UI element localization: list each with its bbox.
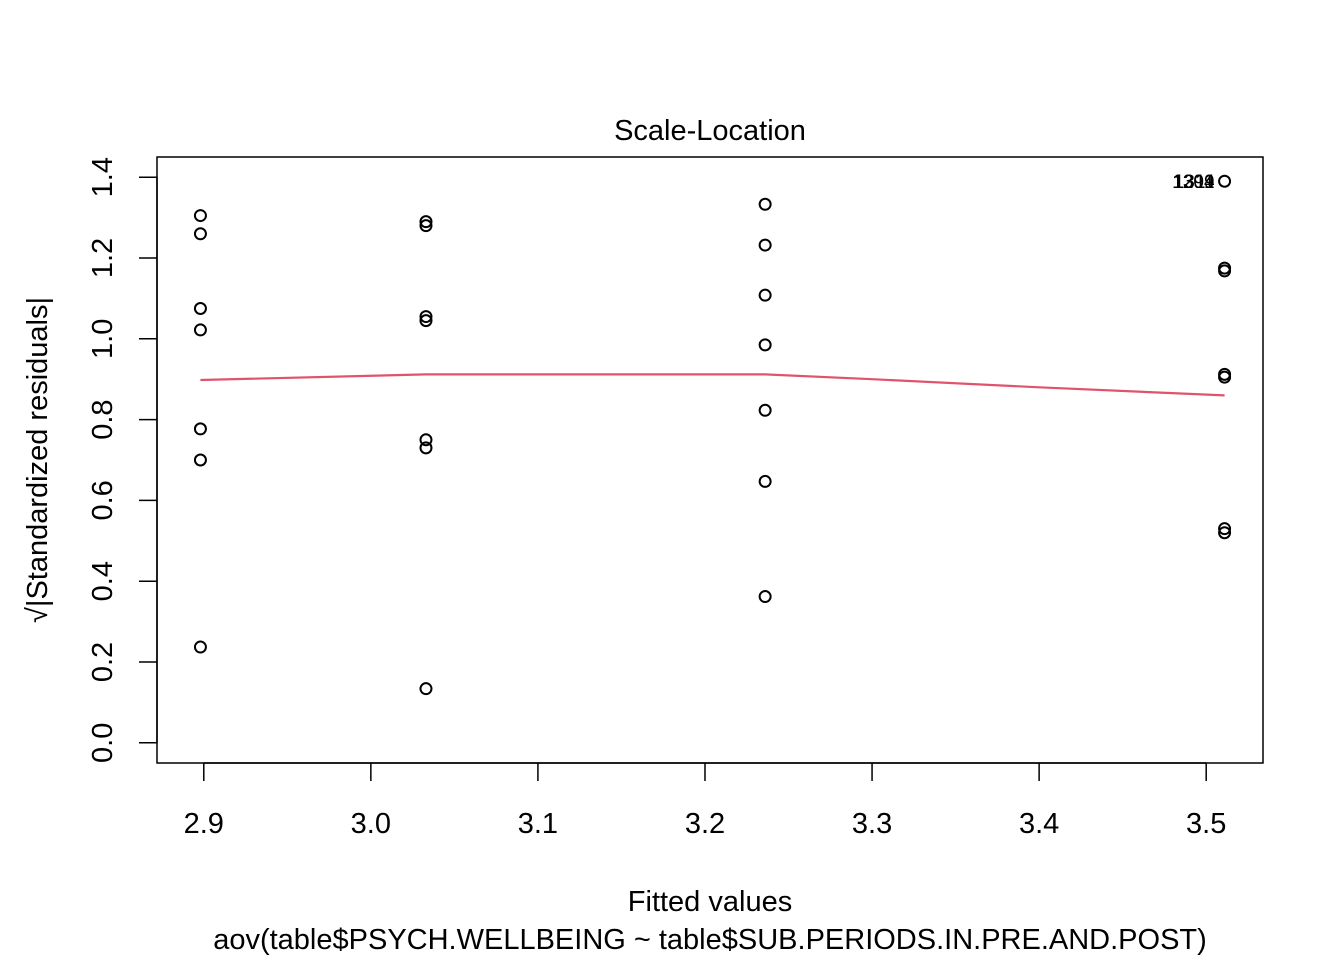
- point-label: 1294: [1172, 172, 1215, 193]
- y-axis-label-text: Standardized residuals: [22, 305, 54, 600]
- y-tick-label: 0.2: [87, 642, 119, 682]
- data-point: [419, 441, 433, 455]
- data-point: [419, 219, 433, 233]
- data-point: [419, 682, 433, 696]
- data-point: [419, 433, 433, 447]
- y-tick-label: 0.8: [87, 399, 119, 439]
- x-tick-label: 3.2: [685, 808, 725, 840]
- data-point: [758, 338, 772, 352]
- data-point: [758, 590, 772, 604]
- y-tick-label: 1.2: [87, 238, 119, 278]
- x-axis-sublabel: aov(table$PSYCH.WELLBEING ~ table$SUB.PE…: [213, 924, 1207, 956]
- data-point: [758, 403, 772, 417]
- x-axis: 2.9 3.0 3.1 3.2 3.3 3.4 3.5: [184, 762, 1226, 840]
- data-point: [193, 453, 207, 467]
- y-tick-label: 0.0: [87, 723, 119, 763]
- data-point: [419, 314, 433, 328]
- x-tick-label: 3.1: [518, 808, 558, 840]
- y-tick-label: 0.4: [87, 561, 119, 601]
- data-point: [1218, 522, 1232, 536]
- points-layer: [193, 174, 1232, 696]
- smooth-layer: [200, 373, 1225, 397]
- data-point: [758, 474, 772, 488]
- data-point: [1218, 370, 1232, 384]
- data-point: [758, 238, 772, 252]
- y-axis: 0.0 0.2 0.4 0.6 0.8 1.0 1.2 1.4: [87, 157, 158, 763]
- data-point: [193, 640, 207, 654]
- chart-title: Scale-Location: [614, 115, 806, 147]
- data-point: [193, 323, 207, 337]
- data-point: [758, 288, 772, 302]
- y-tick-label: 1.4: [87, 157, 119, 197]
- data-point: [193, 227, 207, 241]
- point-label: 1311: [1174, 172, 1215, 193]
- y-tick-label: 1.0: [87, 319, 119, 359]
- x-tick-label: 3.4: [1019, 808, 1059, 840]
- data-point: [193, 302, 207, 315]
- data-point: [193, 422, 207, 436]
- x-tick-label: 3.5: [1186, 808, 1226, 840]
- smooth-line: [200, 373, 1225, 397]
- sqrt-symbol: √: [22, 607, 54, 623]
- abs-bar-left: |: [22, 600, 54, 608]
- data-point: [1218, 174, 1232, 188]
- x-axis-label: Fitted values: [628, 886, 792, 918]
- x-tick-label: 2.9: [184, 808, 224, 840]
- plot-frame: [156, 156, 1264, 764]
- abs-bar-right: |: [22, 297, 54, 305]
- y-tick-label: 0.6: [87, 480, 119, 520]
- x-tick-label: 3.0: [351, 808, 391, 840]
- data-point: [758, 197, 772, 211]
- data-point: [1218, 264, 1232, 278]
- data-point: [1218, 526, 1232, 540]
- x-tick-label: 3.3: [852, 808, 892, 840]
- data-point: [419, 215, 433, 229]
- y-axis-label: √|Standardized residuals|: [22, 297, 54, 623]
- point-label: 1309: [1172, 172, 1214, 193]
- data-point: [193, 209, 207, 223]
- data-point: [419, 310, 433, 324]
